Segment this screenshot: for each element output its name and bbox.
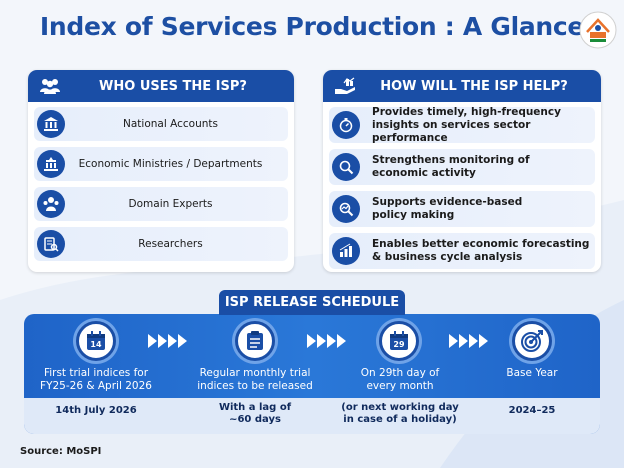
user-row-researchers: Researchers — [34, 227, 288, 261]
milestone-text: On 29th day of every month — [344, 367, 456, 393]
timeline-arrows — [449, 334, 488, 348]
help-text-line2: policy making — [372, 209, 455, 221]
who-uses-panel: WHO USES THE ISP? National Accounts Econ… — [28, 70, 294, 272]
milestone-line1: Regular monthly trial — [199, 367, 311, 379]
help-text: Enables better economic forecasting & bus… — [360, 238, 589, 264]
users-icon — [38, 74, 62, 98]
milestone-line1: First trial indices for — [43, 367, 149, 379]
milestone-date: 2024–25 — [508, 405, 556, 416]
release-schedule-details-band — [24, 398, 600, 434]
svg-text:14: 14 — [90, 340, 102, 349]
milestone-detail-line2: ~60 days — [229, 414, 281, 425]
source-note: Source: MoSPI — [20, 446, 102, 457]
milestone-text: Base Year — [506, 367, 558, 379]
magnifier-icon — [332, 153, 360, 181]
milestone-base-year — [512, 321, 552, 361]
page-title: Index of Services Production : A Glance — [39, 12, 585, 41]
help-text-line2: & business cycle analysis — [372, 251, 523, 263]
help-text: Strengthens monitoring of economic activi… — [360, 154, 530, 180]
milestone-first-trial: 14 — [76, 321, 116, 361]
user-label: Economic Ministries / Departments — [78, 158, 263, 170]
help-row-policy: Supports evidence-based policy making — [329, 191, 595, 227]
target-icon — [512, 321, 552, 361]
calendar-icon: 29 — [379, 321, 419, 361]
milestone-detail-line2: in case of a holiday) — [343, 414, 457, 425]
milestone-detail: (or next working day in case of a holiday… — [332, 402, 468, 426]
milestone-text: Regular monthly trial indices to be relea… — [190, 367, 320, 393]
mospi-logo — [578, 10, 618, 50]
who-uses-header: WHO USES THE ISP? — [28, 70, 294, 102]
milestone-line2: every month — [366, 380, 434, 392]
ministry-building-icon — [37, 150, 65, 178]
milestone-date: 14th July 2026 — [55, 405, 137, 416]
milestone-detail-line1: With a lag of — [218, 402, 292, 413]
svg-text:29: 29 — [393, 340, 405, 349]
hand-coins-icon — [333, 74, 357, 98]
who-uses-title: WHO USES THE ISP? — [99, 78, 247, 94]
help-text-line1: Strengthens monitoring of — [372, 154, 530, 166]
user-label: National Accounts — [123, 118, 218, 130]
how-help-title: HOW WILL THE ISP HELP? — [380, 78, 568, 94]
help-text-line2: insights on services sector performance — [372, 118, 531, 144]
release-schedule-title: ISP RELEASE SCHEDULE — [219, 290, 405, 315]
user-row-national-accounts: National Accounts — [34, 107, 288, 141]
help-text: Supports evidence-based policy making — [360, 196, 522, 222]
analysis-icon — [332, 195, 360, 223]
user-label: Domain Experts — [128, 198, 213, 210]
milestone-29th-day: 29 — [379, 321, 419, 361]
calendar-icon: 14 — [76, 321, 116, 361]
milestone-monthly-release — [235, 321, 275, 361]
milestone-text: First trial indices for FY25-26 & April 2… — [30, 367, 162, 393]
timeline-arrows — [307, 334, 346, 348]
help-row-insights: Provides timely, high-frequency insights … — [329, 106, 595, 145]
timeline-arrows — [148, 334, 187, 348]
help-text: Provides timely, high-frequency insights … — [360, 106, 595, 145]
milestone-line2: FY25-26 & April 2026 — [40, 380, 152, 392]
user-row-domain-experts: Domain Experts — [34, 187, 288, 221]
milestone-line1: On 29th day of — [360, 367, 440, 379]
help-row-forecasting: Enables better economic forecasting & bus… — [329, 233, 595, 269]
user-label: Researchers — [138, 238, 203, 250]
milestone-detail-line1: (or next working day — [341, 402, 459, 413]
help-text-line2: economic activity — [372, 167, 476, 179]
stopwatch-icon — [332, 111, 360, 139]
bank-icon — [37, 110, 65, 138]
people-group-icon — [37, 190, 65, 218]
how-help-panel: HOW WILL THE ISP HELP? Provides timely, … — [323, 70, 601, 272]
milestone-line2: indices to be released — [197, 380, 313, 392]
help-row-monitoring: Strengthens monitoring of economic activi… — [329, 149, 595, 185]
clipboard-list-icon — [235, 321, 275, 361]
help-text-line1: Supports evidence-based — [372, 196, 523, 208]
milestone-detail: With a lag of ~60 days — [190, 402, 320, 426]
bar-chart-icon — [332, 237, 360, 265]
research-document-icon — [37, 230, 65, 258]
help-text-line1: Enables better economic forecasting — [372, 238, 590, 250]
how-help-header: HOW WILL THE ISP HELP? — [323, 70, 601, 102]
user-row-ministries: Economic Ministries / Departments — [34, 147, 288, 181]
help-text-line1: Provides timely, high-frequency — [372, 105, 561, 118]
